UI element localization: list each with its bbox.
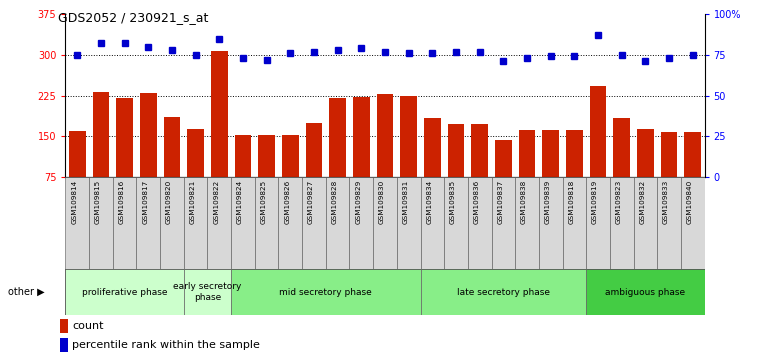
Bar bbox=[330, 98, 346, 218]
Text: GSM109827: GSM109827 bbox=[308, 180, 314, 224]
Text: ambiguous phase: ambiguous phase bbox=[605, 287, 685, 297]
Bar bbox=[491, 177, 515, 269]
Bar bbox=[420, 269, 586, 315]
Bar bbox=[377, 94, 393, 218]
Bar bbox=[65, 269, 184, 315]
Bar bbox=[160, 177, 184, 269]
Bar bbox=[164, 117, 180, 218]
Text: GSM109819: GSM109819 bbox=[592, 180, 598, 224]
Text: GSM109821: GSM109821 bbox=[189, 180, 196, 224]
Bar bbox=[112, 177, 136, 269]
Bar bbox=[519, 130, 535, 218]
Text: GSM109817: GSM109817 bbox=[142, 180, 149, 224]
Bar bbox=[60, 338, 69, 352]
Text: percentile rank within the sample: percentile rank within the sample bbox=[72, 341, 260, 350]
Text: GSM109814: GSM109814 bbox=[72, 180, 77, 224]
Bar bbox=[350, 177, 373, 269]
Bar bbox=[590, 86, 606, 218]
Bar bbox=[279, 177, 302, 269]
Text: GDS2052 / 230921_s_at: GDS2052 / 230921_s_at bbox=[58, 11, 208, 24]
Text: GSM109816: GSM109816 bbox=[119, 180, 125, 224]
Text: GSM109840: GSM109840 bbox=[687, 180, 693, 224]
Text: GSM109822: GSM109822 bbox=[213, 180, 219, 224]
Text: GSM109820: GSM109820 bbox=[166, 180, 172, 224]
Bar bbox=[614, 118, 630, 218]
Text: proliferative phase: proliferative phase bbox=[82, 287, 167, 297]
Bar bbox=[140, 93, 156, 218]
Text: GSM109839: GSM109839 bbox=[544, 180, 551, 224]
Bar bbox=[563, 177, 586, 269]
Text: GSM109837: GSM109837 bbox=[497, 180, 504, 224]
Bar bbox=[353, 97, 370, 218]
Text: GSM109828: GSM109828 bbox=[332, 180, 338, 224]
Bar bbox=[685, 132, 701, 218]
Text: GSM109831: GSM109831 bbox=[403, 180, 409, 224]
Bar bbox=[187, 129, 204, 218]
Bar bbox=[259, 135, 275, 218]
Text: GSM109823: GSM109823 bbox=[616, 180, 621, 224]
Bar bbox=[468, 177, 491, 269]
Text: count: count bbox=[72, 321, 104, 331]
Bar bbox=[400, 96, 417, 218]
Text: other ▶: other ▶ bbox=[8, 287, 45, 297]
Bar bbox=[447, 124, 464, 218]
Bar bbox=[681, 177, 705, 269]
Bar bbox=[184, 177, 207, 269]
Bar bbox=[116, 98, 133, 218]
Bar bbox=[424, 118, 440, 218]
Bar bbox=[184, 269, 231, 315]
Text: GSM109824: GSM109824 bbox=[237, 180, 243, 224]
Text: GSM109834: GSM109834 bbox=[427, 180, 432, 224]
Bar bbox=[471, 124, 488, 218]
Text: GSM109830: GSM109830 bbox=[379, 180, 385, 224]
Bar bbox=[282, 135, 299, 218]
Text: early secretory
phase: early secretory phase bbox=[173, 282, 242, 302]
Text: GSM109818: GSM109818 bbox=[568, 180, 574, 224]
Bar bbox=[231, 177, 255, 269]
Bar bbox=[235, 135, 251, 218]
Text: GSM109833: GSM109833 bbox=[663, 180, 669, 224]
Text: GSM109829: GSM109829 bbox=[355, 180, 361, 224]
Bar bbox=[586, 269, 705, 315]
Bar bbox=[539, 177, 563, 269]
Bar bbox=[610, 177, 634, 269]
Bar bbox=[60, 319, 69, 333]
Bar bbox=[207, 177, 231, 269]
Bar bbox=[302, 177, 326, 269]
Bar bbox=[373, 177, 397, 269]
Bar bbox=[397, 177, 420, 269]
Bar bbox=[566, 130, 583, 218]
Text: GSM109826: GSM109826 bbox=[284, 180, 290, 224]
Text: GSM109838: GSM109838 bbox=[521, 180, 527, 224]
Text: mid secretory phase: mid secretory phase bbox=[280, 287, 372, 297]
Bar bbox=[495, 140, 511, 218]
Text: GSM109835: GSM109835 bbox=[450, 180, 456, 224]
Bar bbox=[326, 177, 350, 269]
Text: GSM109815: GSM109815 bbox=[95, 180, 101, 224]
Bar bbox=[542, 130, 559, 218]
Bar bbox=[89, 177, 112, 269]
Bar bbox=[231, 269, 420, 315]
Bar bbox=[444, 177, 468, 269]
Bar bbox=[586, 177, 610, 269]
Bar bbox=[211, 51, 228, 218]
Bar bbox=[658, 177, 681, 269]
Bar bbox=[69, 131, 85, 218]
Bar bbox=[637, 129, 654, 218]
Bar bbox=[515, 177, 539, 269]
Bar bbox=[255, 177, 279, 269]
Bar bbox=[136, 177, 160, 269]
Bar bbox=[92, 92, 109, 218]
Bar bbox=[420, 177, 444, 269]
Text: GSM109825: GSM109825 bbox=[261, 180, 266, 224]
Bar bbox=[65, 177, 89, 269]
Bar bbox=[634, 177, 658, 269]
Text: late secretory phase: late secretory phase bbox=[457, 287, 550, 297]
Text: GSM109832: GSM109832 bbox=[639, 180, 645, 224]
Bar bbox=[306, 123, 323, 218]
Bar bbox=[661, 132, 678, 218]
Text: GSM109836: GSM109836 bbox=[474, 180, 480, 224]
